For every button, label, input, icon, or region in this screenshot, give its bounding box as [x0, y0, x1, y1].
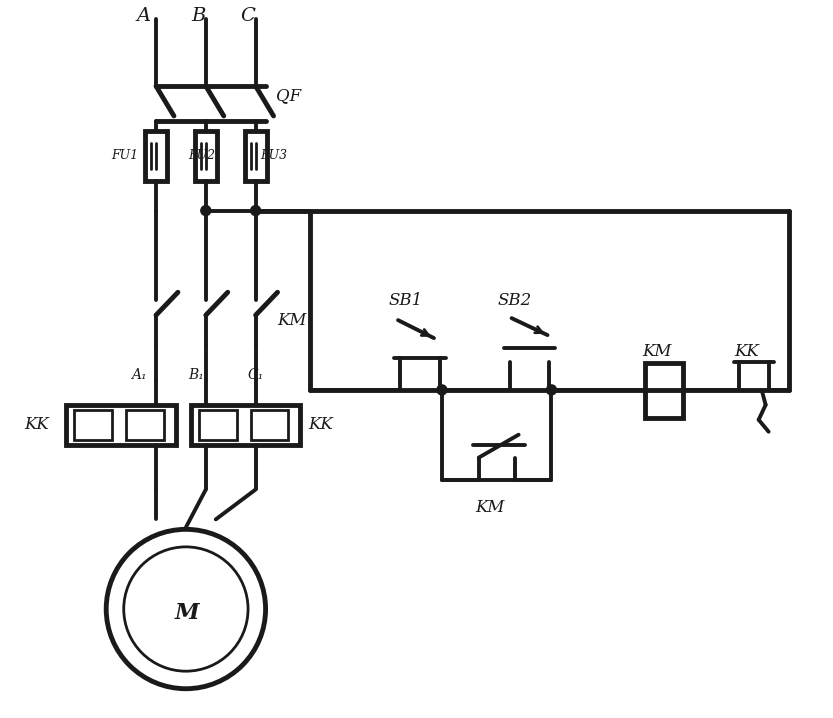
Bar [191, 405, 301, 444]
Bar [195, 131, 217, 181]
Text: QF: QF [276, 88, 301, 105]
Bar [645, 363, 683, 418]
Circle shape [546, 385, 556, 395]
Text: SB2: SB2 [497, 292, 532, 309]
Bar [245, 131, 267, 181]
Text: A: A [136, 7, 150, 25]
Text: B₁: B₁ [188, 368, 204, 382]
Text: M: M [175, 602, 200, 624]
Bar [74, 410, 112, 439]
Circle shape [437, 385, 446, 395]
Text: KK: KK [24, 416, 49, 433]
Text: FU1: FU1 [111, 149, 138, 162]
Text: KM: KM [475, 499, 504, 516]
Text: A₁: A₁ [131, 368, 147, 382]
Text: KK: KK [734, 342, 759, 360]
Bar [145, 131, 167, 181]
Text: KM: KM [277, 312, 307, 329]
Circle shape [251, 205, 261, 215]
Circle shape [201, 205, 211, 215]
Text: FU2: FU2 [188, 149, 215, 162]
Bar [251, 410, 288, 439]
Text: FU3: FU3 [261, 149, 287, 162]
Text: KM: KM [642, 342, 671, 360]
Bar [126, 410, 164, 439]
Text: KK: KK [308, 416, 333, 433]
Text: SB1: SB1 [388, 292, 422, 309]
Text: C: C [241, 7, 256, 25]
Bar [199, 410, 237, 439]
Bar [67, 405, 176, 444]
Text: B: B [191, 7, 205, 25]
Text: C₁: C₁ [247, 368, 264, 382]
